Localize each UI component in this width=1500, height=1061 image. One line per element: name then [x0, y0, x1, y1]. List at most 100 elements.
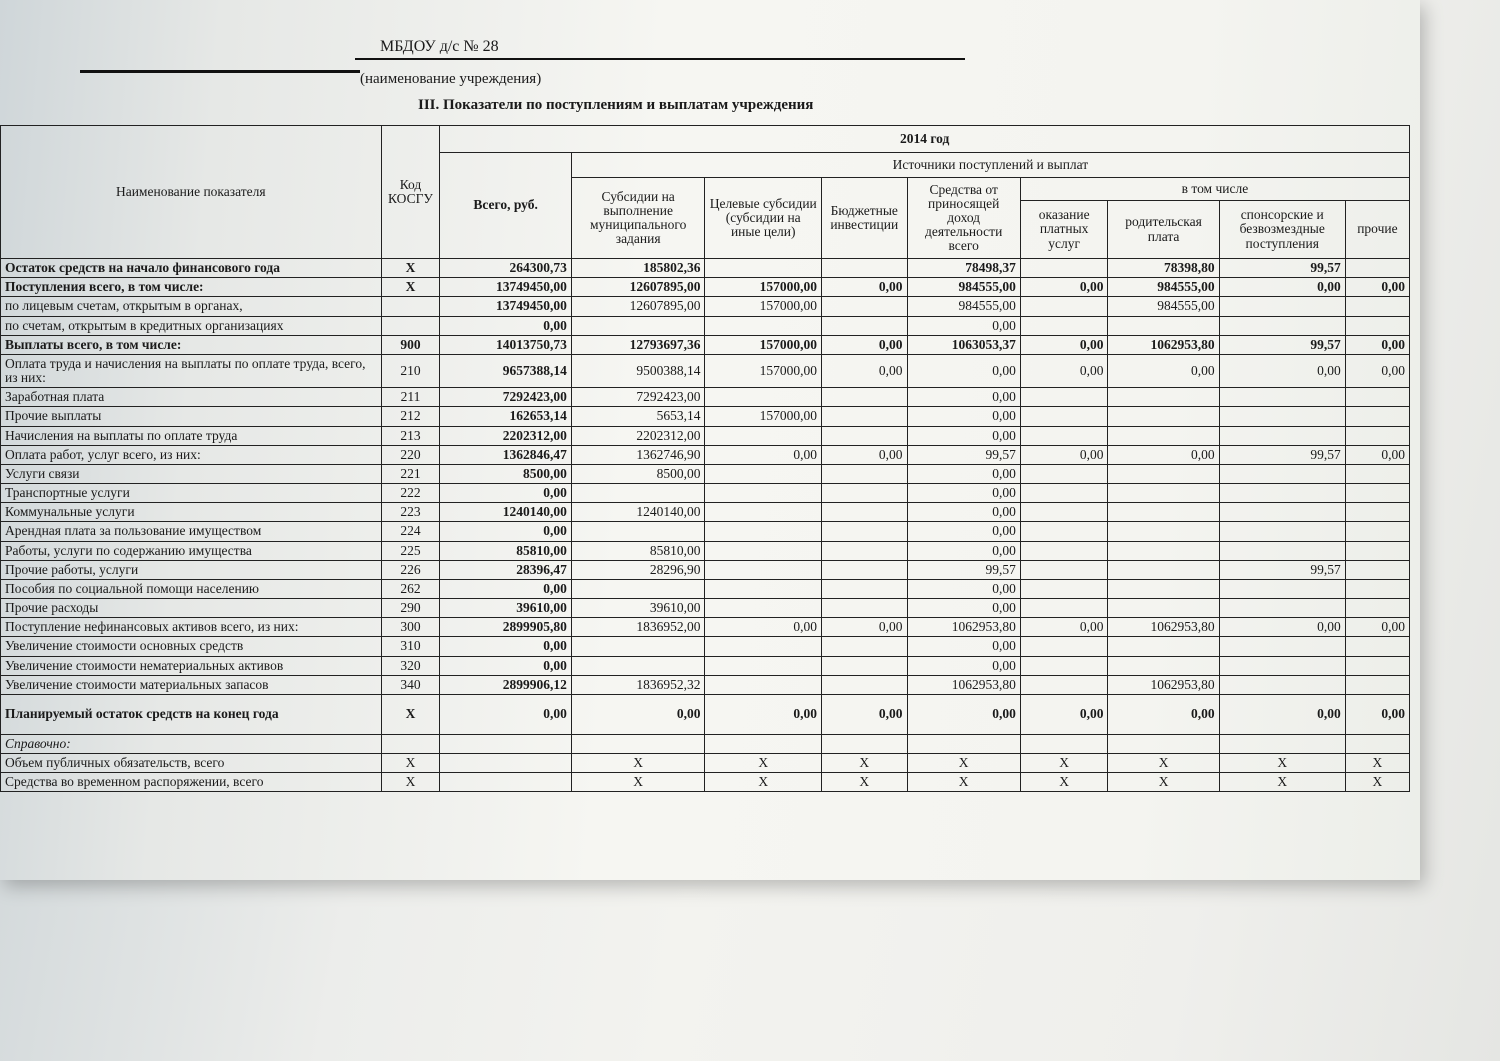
cell-value [1345, 316, 1409, 335]
cell-value: 0,00 [907, 541, 1020, 560]
cell-name: Средства во временном распоряжении, всег… [1, 773, 382, 792]
cell-value: 39610,00 [571, 599, 705, 618]
cell-value: X [1020, 773, 1108, 792]
cell-kosgu: 213 [381, 426, 440, 445]
cell-value: 0,00 [1020, 278, 1108, 297]
cell-kosgu: 900 [381, 335, 440, 354]
cell-value [1108, 637, 1219, 656]
cell-value [822, 599, 908, 618]
cell-value [907, 734, 1020, 753]
cell-value: 157000,00 [705, 354, 822, 387]
cell-value: 157000,00 [705, 297, 822, 316]
table-row: Начисления на выплаты по оплате труда213… [1, 426, 1410, 445]
table-row: Справочно: [1, 734, 1410, 753]
cell-value: 85810,00 [571, 541, 705, 560]
cell-kosgu: X [381, 694, 440, 734]
cell-value: 78498,37 [907, 259, 1020, 278]
cell-kosgu: 340 [381, 675, 440, 694]
cell-value [1345, 388, 1409, 407]
cell-value: 39610,00 [440, 599, 571, 618]
cell-value [1020, 316, 1108, 335]
table-row: Транспортные услуги2220,000,00 [1, 484, 1410, 503]
cell-kosgu: 300 [381, 618, 440, 637]
cell-value [822, 734, 908, 753]
cell-value [1219, 579, 1345, 598]
cell-name: Пособия по социальной помощи населению [1, 579, 382, 598]
cell-value: 8500,00 [571, 464, 705, 483]
table-body: Остаток средств на начало финансового го… [1, 259, 1410, 792]
h-sources: Источники поступлений и выплат [571, 153, 1409, 178]
cell-value [705, 579, 822, 598]
cell-name: Начисления на выплаты по оплате труда [1, 426, 382, 445]
cell-value [1020, 522, 1108, 541]
financial-table: Наименование показателя Код КОСГУ 2014 г… [0, 125, 1410, 792]
table-row: Оплата работ, услуг всего, из них:220136… [1, 445, 1410, 464]
cell-name: Справочно: [1, 734, 382, 753]
cell-value: 984555,00 [907, 297, 1020, 316]
cell-value: 99,57 [1219, 259, 1345, 278]
cell-kosgu: 211 [381, 388, 440, 407]
cell-value [822, 656, 908, 675]
cell-value [1345, 675, 1409, 694]
cell-value: X [1345, 754, 1409, 773]
cell-value: 1240140,00 [440, 503, 571, 522]
cell-value: 12607895,00 [571, 297, 705, 316]
table-row: по счетам, открытым в кредитных организа… [1, 316, 1410, 335]
table-row: Услуги связи2218500,008500,000,00 [1, 464, 1410, 483]
cell-value [1020, 464, 1108, 483]
cell-value [1020, 484, 1108, 503]
cell-value [1345, 464, 1409, 483]
cell-value: 0,00 [822, 694, 908, 734]
cell-value [705, 503, 822, 522]
cell-value: 0,00 [822, 278, 908, 297]
cell-value [1219, 407, 1345, 426]
h-c7: спонсорские и безвозмездные поступления [1219, 201, 1345, 259]
cell-value [1219, 484, 1345, 503]
cell-kosgu: 210 [381, 354, 440, 387]
cell-value: 0,00 [907, 464, 1020, 483]
cell-value: 99,57 [1219, 560, 1345, 579]
table-row: Оплата труда и начисления на выплаты по … [1, 354, 1410, 387]
cell-value: 0,00 [440, 694, 571, 734]
cell-value: 0,00 [822, 445, 908, 464]
cell-kosgu: X [381, 278, 440, 297]
cell-kosgu: 222 [381, 484, 440, 503]
cell-value: 0,00 [705, 694, 822, 734]
table-row: Прочие выплаты212162653,145653,14157000,… [1, 407, 1410, 426]
cell-value: 0,00 [822, 618, 908, 637]
cell-value [1020, 579, 1108, 598]
cell-name: Увеличение стоимости основных средств [1, 637, 382, 656]
cell-value [822, 297, 908, 316]
cell-value [1219, 637, 1345, 656]
cell-kosgu: 212 [381, 407, 440, 426]
cell-value [1108, 734, 1219, 753]
cell-value: X [822, 754, 908, 773]
cell-value [571, 579, 705, 598]
cell-value [822, 579, 908, 598]
cell-value: 0,00 [440, 656, 571, 675]
cell-value: 0,00 [907, 316, 1020, 335]
cell-value [1020, 407, 1108, 426]
cell-value [705, 259, 822, 278]
cell-value: 984555,00 [907, 278, 1020, 297]
cell-kosgu: 320 [381, 656, 440, 675]
cell-value: 984555,00 [1108, 297, 1219, 316]
cell-value [571, 637, 705, 656]
cell-value: 0,00 [907, 503, 1020, 522]
cell-value [1345, 579, 1409, 598]
cell-name: Оплата труда и начисления на выплаты по … [1, 354, 382, 387]
cell-value: 13749450,00 [440, 297, 571, 316]
cell-value [822, 259, 908, 278]
cell-name: Работы, услуги по содержанию имущества [1, 541, 382, 560]
cell-value: 0,00 [1219, 278, 1345, 297]
cell-value [822, 637, 908, 656]
cell-value: X [907, 754, 1020, 773]
cell-value [1108, 541, 1219, 560]
cell-value: 0,00 [907, 388, 1020, 407]
cell-value: 2202312,00 [571, 426, 705, 445]
cell-kosgu: 224 [381, 522, 440, 541]
cell-value: 12607895,00 [571, 278, 705, 297]
table-row: Объем публичных обязательств, всегоXXXXX… [1, 754, 1410, 773]
cell-value [822, 541, 908, 560]
cell-name: Поступления всего, в том числе: [1, 278, 382, 297]
